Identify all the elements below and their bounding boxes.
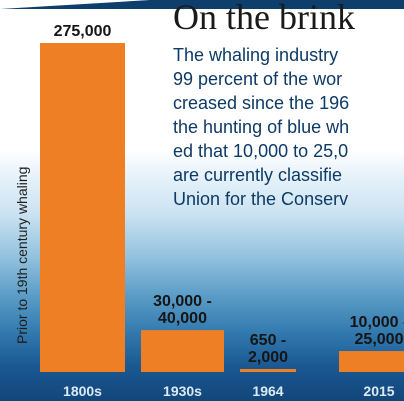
category-label: 1800s <box>63 383 102 399</box>
story-line: 99 percent of the wor <box>173 69 343 89</box>
value-label: 40,000 <box>158 310 207 327</box>
value-label: 2,000 <box>248 349 288 366</box>
story-line: Union for the Conserv <box>173 189 349 209</box>
value-label: 650 - <box>250 332 286 349</box>
top-accent-strip <box>0 0 404 9</box>
value-label-group: 275,000 30,000 -40,000 650 -2,000 10,000 -2… <box>54 23 404 366</box>
bar-2015 <box>339 351 404 372</box>
story-line: the hunting of blue wh <box>173 117 350 137</box>
page-headline: On the brink <box>173 0 355 37</box>
category-label: 2015 <box>363 383 394 399</box>
value-label: 10,000 - <box>350 314 404 331</box>
bar-1964 <box>240 369 296 372</box>
bar-1800s <box>40 43 125 372</box>
story-line: creased since the 196 <box>173 93 350 113</box>
bar-1930s <box>141 330 224 372</box>
story-line: ed that 10,000 to 25,0 <box>173 141 349 161</box>
category-label: 1964 <box>252 383 283 399</box>
value-label: 275,000 <box>54 23 112 40</box>
value-label: 30,000 - <box>153 293 212 310</box>
story-line: are currently classifie <box>173 165 343 185</box>
top-accent-notch <box>0 0 150 9</box>
story-text: The whaling industry 99 percent of the w… <box>173 43 404 211</box>
category-label-group: 1800s 1930s 1964 2015 <box>63 383 395 399</box>
value-label: 25,000 <box>355 331 404 348</box>
prior-whaling-annotation: Prior to 19th century whaling <box>14 167 30 344</box>
story-line: The whaling industry <box>173 45 339 65</box>
category-label: 1930s <box>163 383 202 399</box>
bar-group <box>40 43 404 372</box>
